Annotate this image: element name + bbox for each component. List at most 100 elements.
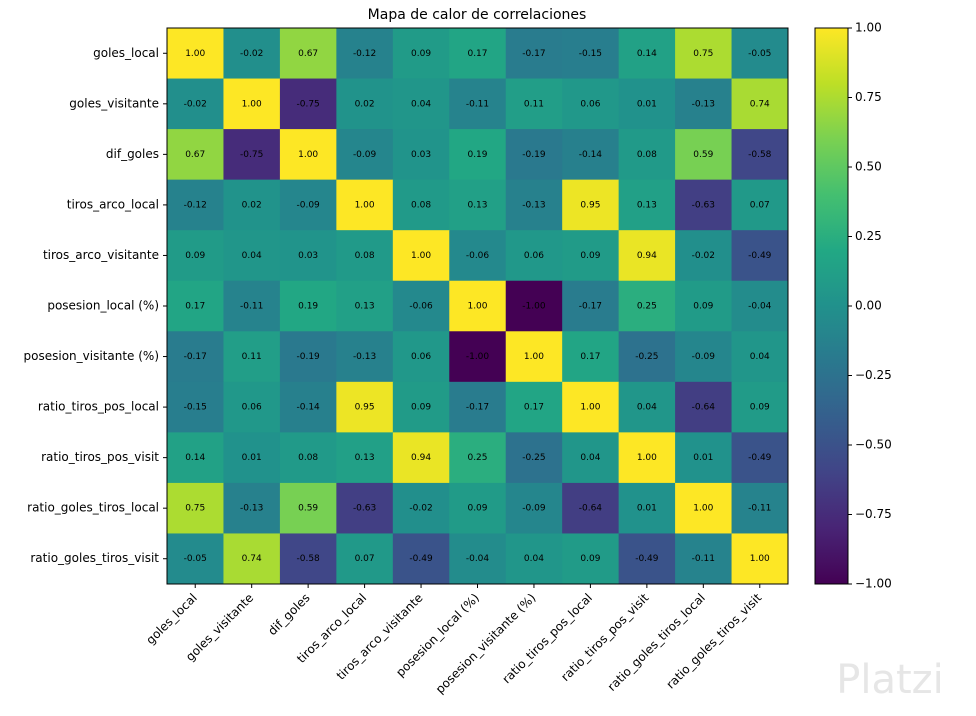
heatmap-cell <box>279 381 337 433</box>
heatmap-cell <box>223 28 281 80</box>
cell-label: -0.02 <box>240 49 263 59</box>
cell-label: 0.03 <box>298 251 318 261</box>
heatmap-cell <box>675 482 733 534</box>
cell-label: -0.09 <box>692 352 716 362</box>
cell-label: 1.00 <box>750 554 770 564</box>
y-tick-label: goles_local <box>93 46 159 60</box>
heatmap-cell <box>223 331 281 383</box>
cell-label: 0.25 <box>637 302 657 312</box>
cell-label: 0.59 <box>693 150 713 160</box>
cell-label: -0.17 <box>522 49 545 59</box>
cell-label: 0.11 <box>524 99 544 109</box>
heatmap-cell <box>675 280 733 332</box>
heatmap-cell <box>223 78 281 130</box>
heatmap-cell <box>675 432 733 484</box>
cell-label: 0.17 <box>185 302 205 312</box>
heatmap-cell <box>675 533 733 585</box>
cell-label: 0.08 <box>637 150 657 160</box>
cell-label: 1.00 <box>298 150 318 160</box>
cell-label: -0.06 <box>409 302 433 312</box>
cell-label: -0.25 <box>522 453 545 463</box>
heatmap-cell <box>562 482 620 534</box>
heatmap-cell <box>223 280 281 332</box>
cell-label: 0.94 <box>411 453 431 463</box>
x-tick-label: ratio_goles_tiros_visit <box>664 590 765 691</box>
cell-label: 1.00 <box>693 504 713 514</box>
heatmap-cell <box>279 482 337 534</box>
heatmap-cell <box>731 533 789 585</box>
heatmap-cell <box>505 331 563 383</box>
cell-label: -0.63 <box>692 200 715 210</box>
heatmap-cell <box>167 28 224 80</box>
y-tick-label: tiros_arco_visitante <box>43 248 159 262</box>
cell-label: 0.17 <box>524 403 544 413</box>
cell-label: 0.02 <box>355 99 375 109</box>
cell-label: -0.49 <box>748 453 772 463</box>
cell-label: -0.12 <box>184 200 207 210</box>
heatmap-cell <box>392 28 450 80</box>
y-tick-label: ratio_goles_tiros_local <box>27 501 159 515</box>
heatmap-cell <box>279 179 337 231</box>
heatmap-cell <box>336 432 394 484</box>
heatmap-cell <box>675 129 733 181</box>
heatmap-cell <box>279 28 337 80</box>
heatmap-cell <box>562 331 620 383</box>
cell-label: -0.64 <box>579 504 603 514</box>
cell-label: 0.74 <box>242 554 262 564</box>
cell-label: -0.19 <box>522 150 546 160</box>
heatmap-cell <box>675 381 733 433</box>
heatmap-cell <box>618 28 676 80</box>
y-tick-label: ratio_tiros_pos_visit <box>41 450 159 464</box>
cell-label: -0.17 <box>579 302 602 312</box>
cell-label: 1.00 <box>185 49 205 59</box>
cell-label: 0.13 <box>637 200 657 210</box>
cell-label: 0.09 <box>411 49 431 59</box>
heatmap-cell <box>449 280 507 332</box>
heatmap-cell <box>731 381 789 433</box>
cell-label: -0.17 <box>466 403 489 413</box>
cell-label: -0.49 <box>409 554 433 564</box>
cell-label: -0.11 <box>692 554 715 564</box>
heatmap-cell <box>223 179 281 231</box>
heatmap-cell <box>167 230 224 282</box>
heatmap-cell <box>279 78 337 130</box>
cell-label: 0.04 <box>524 554 544 564</box>
cell-label: 0.04 <box>242 251 262 261</box>
colorbar-tick-label: 0.25 <box>855 229 882 243</box>
heatmap-cell <box>167 129 224 181</box>
cell-label: -0.17 <box>184 352 207 362</box>
y-tick-label: ratio_goles_tiros_visit <box>30 551 159 565</box>
heatmap-cell <box>675 28 733 80</box>
y-tick-label: ratio_tiros_pos_local <box>38 400 159 414</box>
cell-label: -0.13 <box>353 352 376 362</box>
cell-label: -0.13 <box>240 504 263 514</box>
cell-label: -1.00 <box>522 302 546 312</box>
heatmap-cell <box>505 28 563 80</box>
heatmap-cell <box>167 78 224 130</box>
heatmap-cell <box>392 129 450 181</box>
heatmap-cell <box>392 381 450 433</box>
colorbar-tick-label: −0.75 <box>855 507 892 521</box>
cell-label: 0.74 <box>750 99 770 109</box>
cell-label: 1.00 <box>580 403 600 413</box>
cell-label: -0.49 <box>748 251 772 261</box>
y-tick-label: tiros_arco_local <box>67 197 159 211</box>
heatmap-cell <box>392 331 450 383</box>
cell-label: -0.75 <box>240 150 263 160</box>
heatmap-cell <box>167 179 224 231</box>
cell-label: 0.08 <box>355 251 375 261</box>
heatmap-cell <box>731 129 789 181</box>
cell-label: -0.58 <box>296 554 320 564</box>
heatmap-cell <box>392 482 450 534</box>
cell-label: 0.04 <box>637 403 657 413</box>
heatmap-cell <box>675 78 733 130</box>
heatmap-cell <box>223 533 281 585</box>
cell-label: 0.07 <box>750 200 770 210</box>
y-tick-label: dif_goles <box>106 147 159 161</box>
heatmap-cell <box>618 230 676 282</box>
cell-label: -0.19 <box>296 352 320 362</box>
cell-label: 1.00 <box>637 453 657 463</box>
y-tick-label: posesion_visitante (%) <box>24 349 159 363</box>
cell-label: 0.13 <box>355 302 375 312</box>
colorbar-tick-label: 1.00 <box>855 21 882 35</box>
